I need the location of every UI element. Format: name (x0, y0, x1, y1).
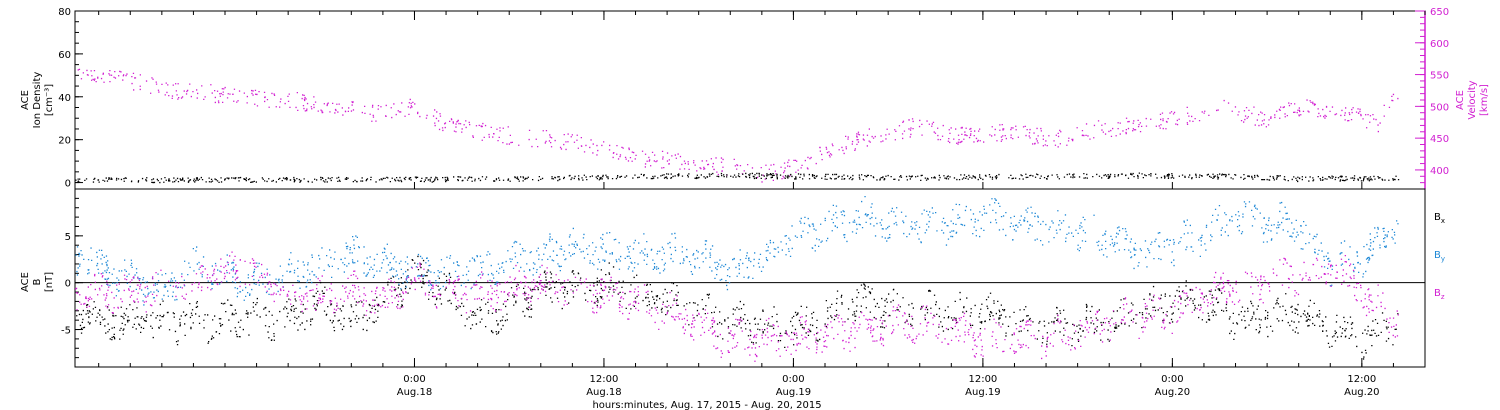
legend-bx: Bx (1434, 212, 1445, 225)
x-axis-title: hours:minutes, Aug. 17, 2015 - Aug. 20, … (592, 400, 821, 410)
velocity-tick-label: 550 (1430, 71, 1449, 82)
b-axis-label-line-1: B (32, 278, 43, 285)
x-tick-date: Aug.20 (1155, 387, 1190, 398)
velocity-points (77, 68, 1399, 183)
density-tick-label: 80 (58, 7, 71, 18)
x-tick-date: Aug.18 (586, 387, 621, 398)
velocity-axis-label-line-2: [km/s] (1479, 84, 1490, 116)
bottom-panel-frame (74, 188, 1426, 368)
velocity-tick-label: 450 (1430, 134, 1449, 145)
x-tick-date: Aug.20 (1344, 387, 1379, 398)
density-axis-label-line-0: ACE (20, 90, 31, 110)
b-tick-label: 5 (65, 232, 71, 243)
velocity-axis-label-line-1: Velocity (1467, 80, 1478, 119)
velocity-axis-label-line-0: ACE (1455, 90, 1466, 110)
points-bz (75, 251, 1399, 362)
x-tick-date: Aug.18 (397, 387, 432, 398)
points-bx (76, 255, 1399, 360)
density-tick-label: 40 (58, 93, 71, 104)
velocity-tick-label: 400 (1430, 166, 1449, 177)
b-tick-label: 0 (65, 279, 71, 290)
velocity-series (77, 68, 1399, 183)
series-bz (75, 251, 1399, 362)
density-axis-label-line-2: [cm⁻³] (44, 84, 55, 116)
b-tick-label: -5 (61, 326, 71, 337)
b-axis-label-line-2: [nT] (44, 272, 55, 292)
density-points (75, 172, 1400, 184)
density-axis-label-line-1: Ion Density (32, 72, 43, 129)
series-bx (76, 255, 1399, 360)
velocity-tick-label: 500 (1430, 102, 1449, 113)
b-axis-label-line-0: ACE (20, 272, 31, 292)
velocity-tick-label: 600 (1430, 39, 1449, 50)
x-tick-time: 12:00 (1347, 374, 1376, 385)
x-tick-time: 12:00 (590, 374, 619, 385)
density-tick-label: 20 (58, 136, 71, 147)
density-tick-label: 60 (58, 50, 71, 61)
bottom-panel-magnetic-field: -5 0 5 ACE B [nT] Bx By Bz (20, 188, 1445, 368)
top-panel-frame (74, 10, 1426, 190)
x-tick-time: 12:00 (968, 374, 997, 385)
legend-by: By (1434, 250, 1445, 263)
x-tick-date: Aug.19 (965, 387, 1000, 398)
density-series (75, 172, 1400, 184)
x-tick-date: Aug.19 (776, 387, 811, 398)
x-axis: 0:00 Aug.18 12:00 Aug.18 0:00 Aug.19 12:00 Aug.… (98, 11, 1426, 398)
x-tick-time: 0:00 (782, 374, 804, 385)
x-tick-time: 0:00 (403, 374, 425, 385)
x-tick-time: 0:00 (1161, 374, 1183, 385)
velocity-tick-label: 650 (1430, 7, 1449, 18)
density-tick-label: 0 (65, 179, 71, 190)
legend-bz: Bz (1434, 288, 1445, 301)
